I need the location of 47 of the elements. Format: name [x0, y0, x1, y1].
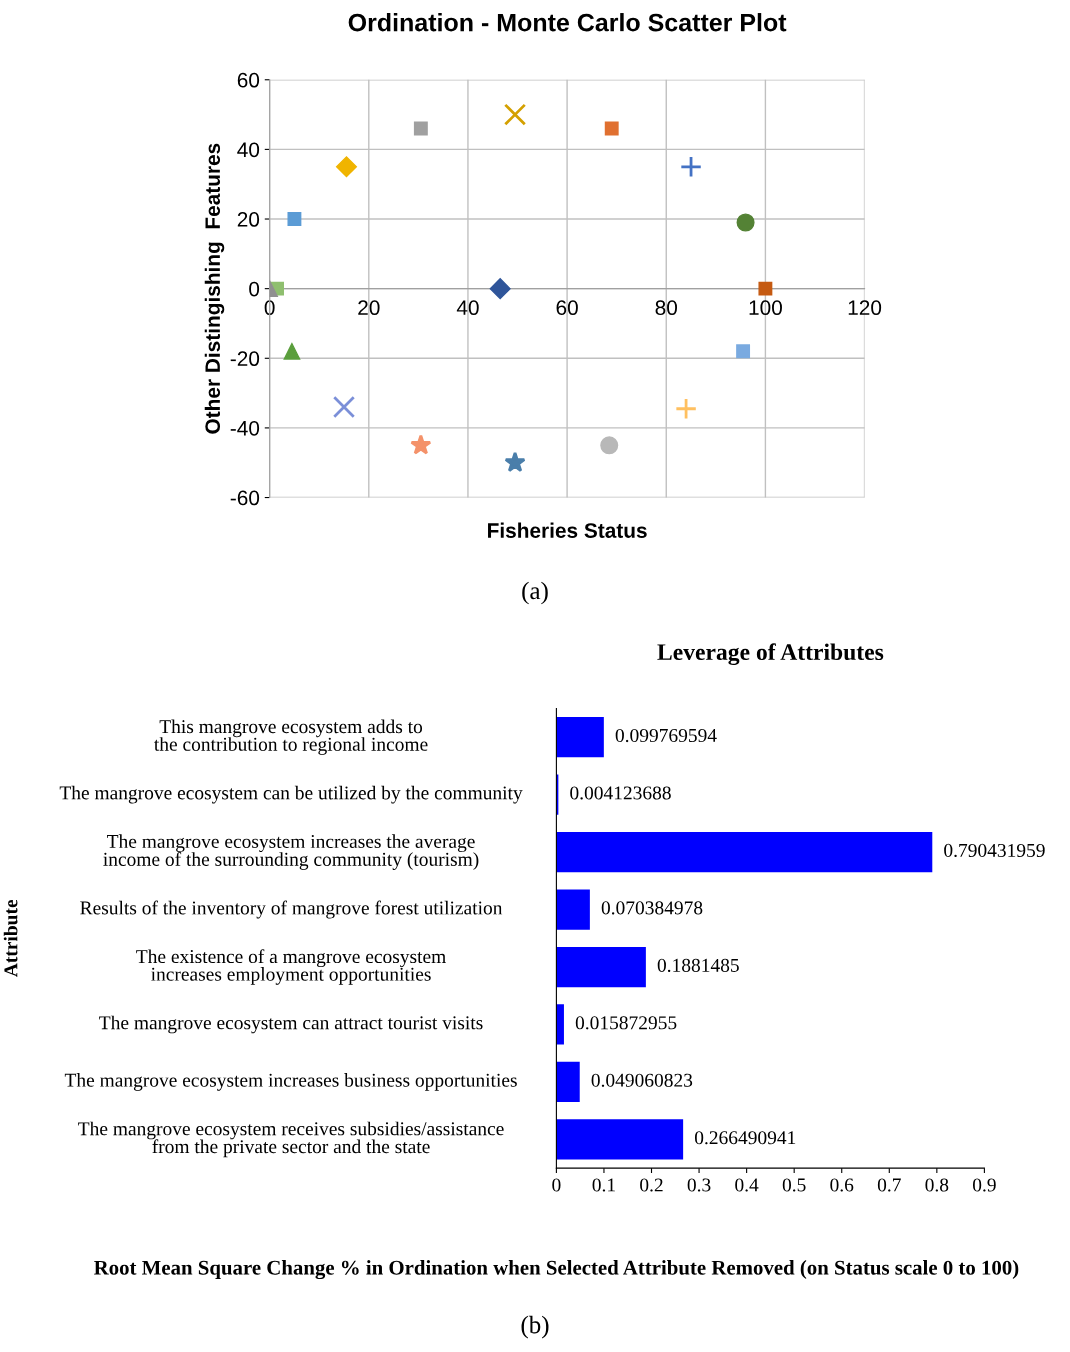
x-tick-label: 60 — [556, 300, 578, 316]
x-axis-title: Root Mean Square Change % in Ordination when Selected Attribute Removed (on Status scale 0 to 100) — [93, 1260, 1019, 1280]
x-tick-label: 0 — [552, 1178, 561, 1192]
data-label: 0.790431959 — [944, 843, 1045, 858]
x-tick-label: 80 — [655, 300, 678, 316]
y-tick-label: -60 — [230, 490, 260, 506]
x-tick-label: 100 — [749, 300, 782, 316]
x-tick-label: 0.3 — [687, 1178, 711, 1192]
x-tick-label: 120 — [848, 300, 882, 316]
y-tick-label: The mangrove ecosystem receives subsidies/assistance from the private sector and the state — [78, 1121, 504, 1158]
chart-title: Leverage of Attributes — [657, 643, 884, 666]
y-tick-label: Results of the inventory of mangrove forest utilization — [80, 900, 503, 919]
data-label: 0.004123688 — [570, 786, 671, 800]
x-tick-label: 0 — [264, 300, 275, 316]
y-tick-label: The mangrove ecosystem can be utilized by the community — [59, 785, 523, 804]
data-label: 0.049060823 — [591, 1073, 693, 1087]
x-axis-title: Fisheries Status — [488, 522, 647, 538]
y-tick-label: The mangrove ecosystem can attract tourist visits — [99, 1015, 483, 1034]
data-label: 0.266490941 — [694, 1131, 796, 1145]
data-label: 0.070384978 — [601, 901, 703, 915]
y-tick-label: This mangrove ecosystem adds to the contribution to regional income — [154, 719, 428, 755]
x-tick-label: 0.9 — [972, 1178, 996, 1192]
y-tick-label: 0 — [249, 281, 260, 297]
y-axis-title: Other Distingishing Features — [204, 143, 225, 434]
y-tick-label: The mangrove ecosystem increases business opportunities — [64, 1073, 517, 1091]
chart-title: Ordination - Monte Carlo Scatter Plot — [348, 13, 787, 32]
x-tick-label: 0.4 — [735, 1178, 759, 1192]
text: (a) — [522, 581, 548, 605]
data-label: 0.1881485 — [657, 958, 739, 972]
y-tick-label: The mangrove ecosystem increases the average income of the surrounding community (tourism) — [103, 834, 479, 870]
x-tick-label: 0.2 — [640, 1178, 663, 1192]
y-tick-label: 40 — [237, 142, 260, 158]
x-tick-label: 0.6 — [830, 1178, 854, 1192]
x-tick-label: 0.1 — [592, 1178, 615, 1192]
x-tick-label: 20 — [358, 300, 380, 316]
y-axis-title: Attribute — [3, 899, 18, 977]
y-tick-label: The existence of a mangrove ecosystem increases employment opportunities — [136, 949, 446, 985]
data-label: 0.099769594 — [615, 728, 717, 743]
x-tick-label: 0.5 — [782, 1178, 806, 1192]
y-tick-label: -40 — [230, 420, 260, 436]
x-tick-label: 0.8 — [925, 1178, 949, 1192]
data-label: 0.015872955 — [575, 1016, 677, 1030]
y-tick-label: 60 — [237, 72, 260, 88]
x-tick-label: 0.7 — [877, 1178, 901, 1192]
y-tick-label: -20 — [230, 351, 260, 367]
text: (b) — [521, 1315, 549, 1339]
y-tick-label: 20 — [237, 212, 260, 227]
